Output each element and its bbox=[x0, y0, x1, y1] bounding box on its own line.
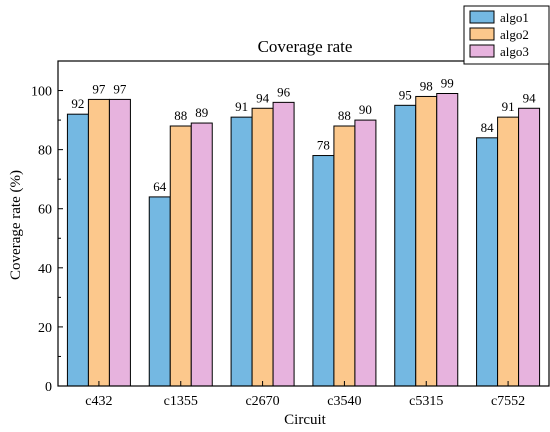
data-label-algo2-c2670: 94 bbox=[256, 90, 270, 105]
bar-algo2-c432 bbox=[87, 98, 110, 387]
bar-algo1-c2670 bbox=[230, 116, 253, 387]
x-tick-label-c2670: c2670 bbox=[245, 394, 279, 409]
bar-algo1-c5315 bbox=[394, 104, 417, 387]
bar-algo1-c7552 bbox=[476, 137, 499, 387]
bar-algo3-c5315 bbox=[436, 93, 459, 387]
legend-label-algo1: algo1 bbox=[500, 10, 529, 25]
axes-layer: 0 20 40 60 80 100 c432 c1355 c2670 c3540 c5315 c755… bbox=[31, 60, 550, 409]
y-axis-label: Coverage rate (%) bbox=[8, 170, 24, 280]
y-tick-label-0: 0 bbox=[45, 380, 52, 395]
bar-algo3-c3540 bbox=[354, 119, 377, 387]
bar-algo3-c7552 bbox=[518, 107, 541, 387]
data-label-algo3-c3540: 90 bbox=[359, 102, 372, 117]
x-axis-label: Circuit bbox=[284, 412, 326, 428]
legend-swatch-algo3 bbox=[469, 44, 495, 58]
bar-algo1-c432 bbox=[66, 113, 89, 387]
bar-algo2-c7552 bbox=[497, 116, 520, 387]
bar-algo2-c2670 bbox=[251, 107, 274, 387]
data-label-algo1-c2670: 91 bbox=[235, 99, 248, 114]
x-tick-label-c3540: c3540 bbox=[327, 394, 361, 409]
bar-algo3-c1355 bbox=[190, 122, 213, 387]
y-tick-label-40: 40 bbox=[38, 262, 52, 277]
y-tick-label-20: 20 bbox=[38, 321, 52, 336]
bar-algo3-c432 bbox=[108, 98, 131, 387]
data-label-algo1-c432: 92 bbox=[71, 96, 84, 111]
chart-title: Coverage rate bbox=[258, 37, 353, 56]
legend-swatch-algo2 bbox=[469, 27, 495, 41]
legend-label-algo3: algo3 bbox=[500, 44, 529, 59]
data-label-algo2-c1355: 88 bbox=[174, 108, 187, 123]
bars-layer: 92 97 97 64 88 89 91 94 96 78 88 90 95 98 99 84 91 94 bbox=[66, 76, 541, 387]
bar-algo3-c2670 bbox=[272, 101, 295, 387]
data-label-algo1-c3540: 78 bbox=[317, 138, 330, 153]
y-tick-label-60: 60 bbox=[38, 203, 52, 218]
x-tick-label-c5315: c5315 bbox=[409, 394, 443, 409]
data-label-algo2-c5315: 98 bbox=[420, 78, 433, 93]
bar-algo1-c1355 bbox=[148, 196, 171, 387]
legend-label-algo2: algo2 bbox=[500, 27, 529, 42]
x-tick-label-c1355: c1355 bbox=[164, 394, 198, 409]
bar-algo1-c3540 bbox=[312, 155, 335, 387]
bar-algo2-c1355 bbox=[169, 125, 192, 387]
data-label-algo3-c2670: 96 bbox=[277, 84, 291, 99]
plot-frame bbox=[57, 60, 550, 387]
x-tick-label-c432: c432 bbox=[85, 394, 112, 409]
data-label-algo1-c5315: 95 bbox=[399, 87, 412, 102]
data-label-algo1-c1355: 64 bbox=[153, 179, 167, 194]
data-label-algo1-c7552: 84 bbox=[481, 120, 495, 135]
data-label-algo3-c1355: 89 bbox=[195, 105, 208, 120]
x-tick-label-c7552: c7552 bbox=[491, 394, 525, 409]
data-label-algo2-c432: 97 bbox=[92, 81, 106, 96]
y-tick-label-100: 100 bbox=[31, 85, 52, 100]
data-label-algo3-c432: 97 bbox=[113, 81, 127, 96]
data-label-algo2-c7552: 91 bbox=[502, 99, 515, 114]
legend: algo1 algo2 algo3 bbox=[463, 5, 550, 65]
y-tick-label-80: 80 bbox=[38, 144, 52, 159]
bar-algo2-c5315 bbox=[415, 95, 438, 387]
data-label-algo3-c7552: 94 bbox=[523, 90, 537, 105]
legend-swatch-algo1 bbox=[469, 10, 495, 24]
data-label-algo3-c5315: 99 bbox=[441, 76, 454, 91]
bar-algo2-c3540 bbox=[333, 125, 356, 387]
data-label-algo2-c3540: 88 bbox=[338, 108, 351, 123]
